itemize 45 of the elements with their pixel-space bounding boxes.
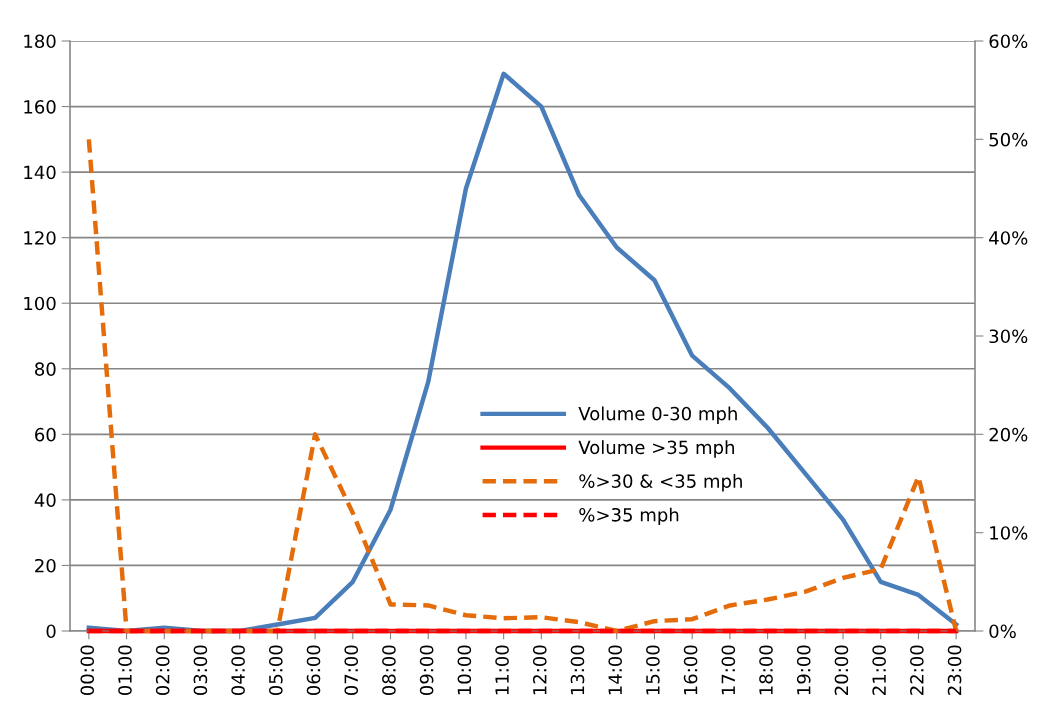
legend-label: Volume 0-30 mph <box>578 406 737 424</box>
x-tick-label: 01:00 <box>118 645 132 696</box>
y2-tick-label: 40% <box>989 231 1028 245</box>
y-tick-label: 140 <box>24 165 56 180</box>
legend-label: %>30 & <35 mph <box>579 473 742 492</box>
y2-tick-label: 20% <box>989 427 1028 442</box>
x-tick-label: 14:00 <box>608 645 623 695</box>
x-tick-label: 09:00 <box>419 645 434 696</box>
y-tick-label: 120 <box>24 231 56 245</box>
x-tick-label: 16:00 <box>683 645 698 695</box>
x-tick-label: 11:00 <box>495 645 509 695</box>
x-tick-label: 22:00 <box>910 645 924 695</box>
x-tick-label: 10:00 <box>457 645 472 695</box>
x-tick-label: 02:00 <box>155 645 170 696</box>
x-tick-label: 18:00 <box>759 645 773 695</box>
y-tick-label: 80 <box>35 362 56 376</box>
x-tick-label: 15:00 <box>646 645 660 695</box>
x-tick-label: 00:00 <box>80 645 95 696</box>
y-tick-label: 160 <box>24 100 56 114</box>
x-tick-label: 03:00 <box>193 645 208 696</box>
y2-tick-label: 30% <box>989 329 1028 344</box>
y-tick-label: 40 <box>34 493 56 508</box>
y2-tick-label: 10% <box>990 526 1028 540</box>
legend-label: %>35 mph <box>579 507 679 526</box>
x-tick-label: 13:00 <box>570 645 585 695</box>
x-tick-label: 23:00 <box>947 645 962 695</box>
y-tick-label: 100 <box>24 296 56 311</box>
y-tick-label: 20 <box>35 558 56 573</box>
x-tick-label: 21:00 <box>872 645 886 695</box>
x-tick-label: 19:00 <box>796 645 811 695</box>
x-tick-label: 20:00 <box>834 645 849 695</box>
y-tick-label: 180 <box>24 34 56 49</box>
y2-tick-label: 50% <box>989 132 1028 147</box>
x-tick-label: 06:00 <box>306 645 321 696</box>
x-tick-label: 07:00 <box>344 645 359 696</box>
x-tick-label: 17:00 <box>721 645 736 695</box>
x-tick-label: 05:00 <box>268 645 283 696</box>
x-tick-label: 12:00 <box>532 645 547 695</box>
y-tick-label: 0 <box>46 624 56 639</box>
y2-tick-label: 60% <box>989 34 1028 49</box>
y-tick-label: 60 <box>35 427 56 442</box>
x-tick-label: 04:00 <box>231 645 245 696</box>
x-tick-label: 08:00 <box>382 645 396 696</box>
y2-tick-label: 0% <box>989 624 1016 639</box>
legend-label: Volume >35 mph <box>578 440 734 458</box>
